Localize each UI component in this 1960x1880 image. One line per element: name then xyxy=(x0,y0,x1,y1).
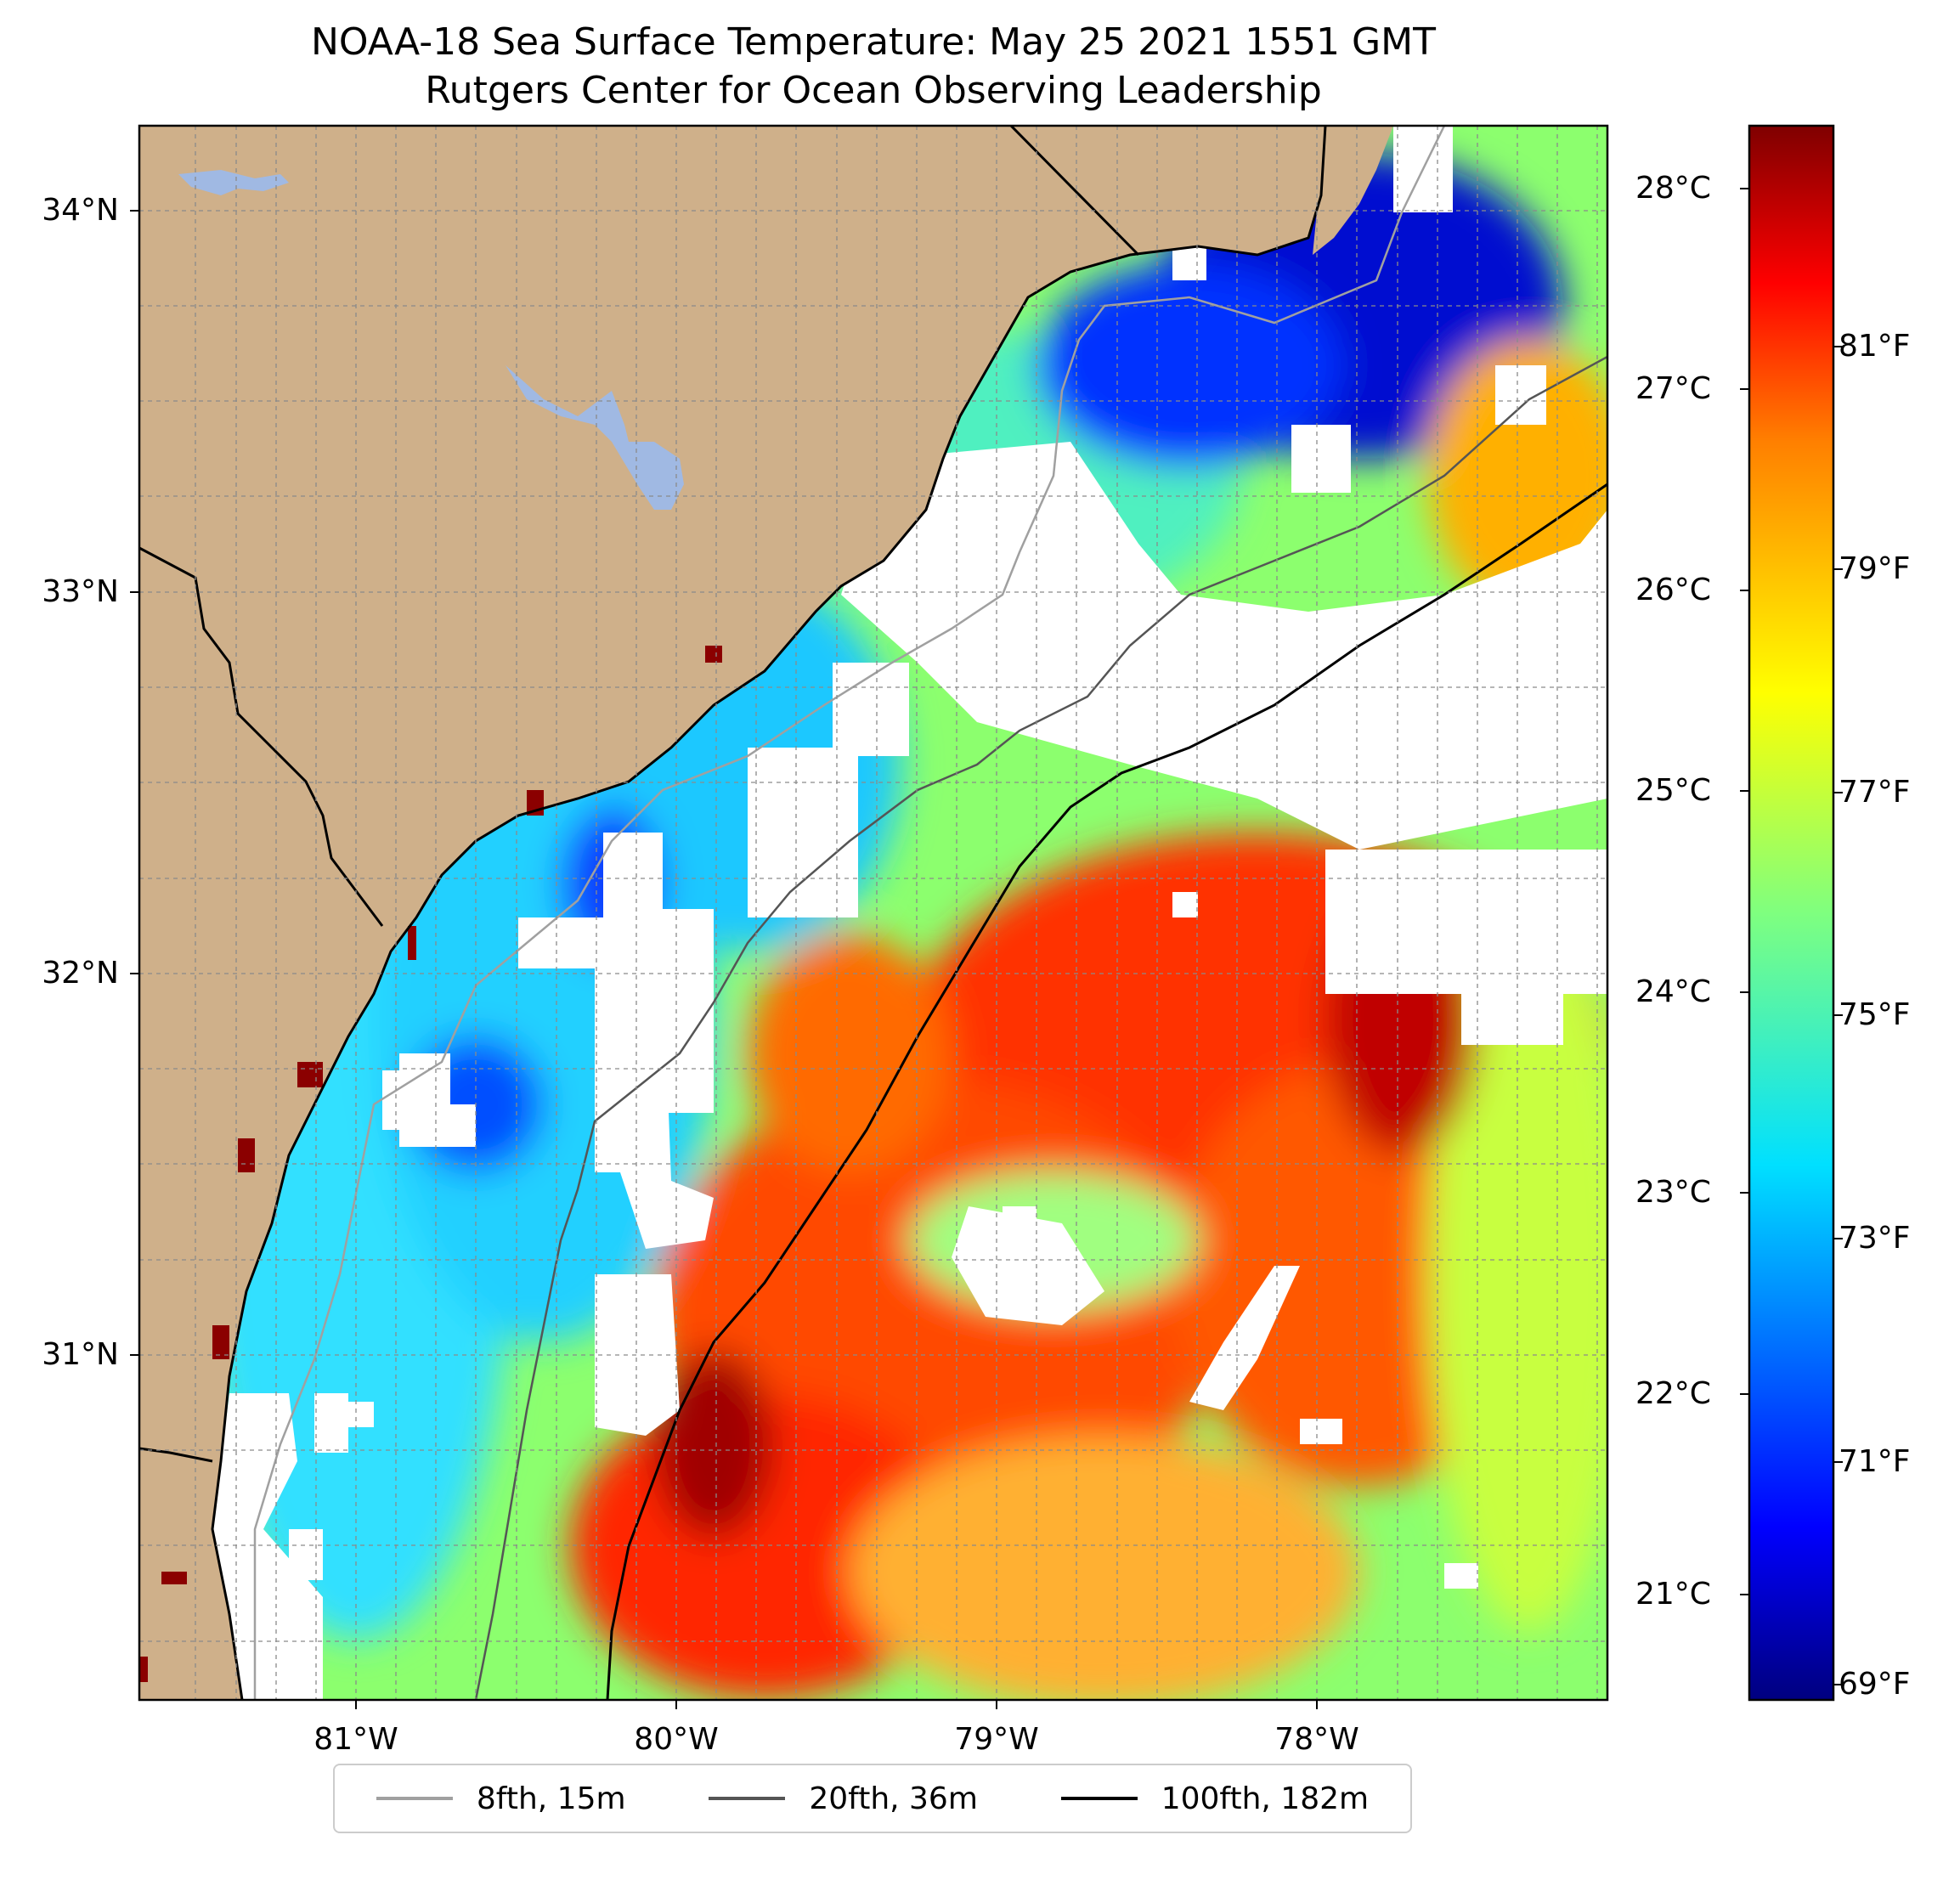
fahrenheit-label: 71°F xyxy=(1839,1444,1911,1479)
fahrenheit-label: 73°F xyxy=(1839,1221,1911,1256)
legend-label: 20fth, 36m xyxy=(809,1781,978,1816)
isobath-20fth xyxy=(474,355,1607,1700)
land-mass-ne xyxy=(1313,126,1393,255)
celsius-label: 24°C xyxy=(1635,974,1711,1009)
isobath-100fth xyxy=(606,483,1607,1700)
coastline xyxy=(211,126,1327,1700)
isobath-legend: 8fth, 15m 20fth, 36m 100fth, 182m xyxy=(333,1764,1412,1833)
lat-label-31: 31°N xyxy=(42,1337,119,1372)
lon-label-78: 78°W xyxy=(1274,1722,1359,1757)
fahrenheit-label: 77°F xyxy=(1839,775,1911,810)
celsius-label: 22°C xyxy=(1635,1376,1711,1411)
celsius-label: 26°C xyxy=(1635,573,1711,607)
celsius-label: 25°C xyxy=(1635,773,1711,808)
map-title: NOAA-18 Sea Surface Temperature: May 25 … xyxy=(311,20,1436,64)
legend-swatch-100fth xyxy=(1060,1797,1138,1800)
map-subtitle: Rutgers Center for Ocean Observing Leade… xyxy=(425,69,1322,112)
lakes xyxy=(178,170,684,510)
legend-swatch-20fth xyxy=(709,1797,786,1800)
lon-label-80: 80°W xyxy=(634,1722,719,1757)
lon-label-81: 81°W xyxy=(313,1722,398,1757)
legend-label: 100fth, 182m xyxy=(1161,1781,1370,1816)
coastal-warm-pixels xyxy=(139,646,722,1682)
colorbar-ticks xyxy=(1740,188,1843,1685)
lon-label-79: 79°W xyxy=(954,1722,1039,1757)
fahrenheit-label: 81°F xyxy=(1839,329,1911,364)
lat-label-34: 34°N xyxy=(42,193,119,228)
colorbar xyxy=(1748,124,1835,1702)
lat-label-32: 32°N xyxy=(42,956,119,991)
axis-ticks xyxy=(130,210,1318,1709)
map-frame xyxy=(138,124,1609,1702)
legend-item-20fth: 20fth, 36m xyxy=(709,1781,978,1816)
lat-label-33: 33°N xyxy=(42,574,119,609)
legend-swatch-8fth xyxy=(376,1797,453,1800)
isobath-8fth xyxy=(253,126,1446,1700)
fahrenheit-label: 75°F xyxy=(1839,997,1911,1032)
legend-item-100fth: 100fth, 182m xyxy=(1060,1781,1370,1816)
fahrenheit-label: 79°F xyxy=(1839,551,1911,586)
fahrenheit-label: 69°F xyxy=(1839,1667,1911,1702)
celsius-label: 28°C xyxy=(1635,171,1711,206)
legend-item-8fth: 8fth, 15m xyxy=(376,1781,626,1816)
gridlines xyxy=(139,126,1607,1700)
legend-label: 8fth, 15m xyxy=(476,1781,626,1816)
celsius-label: 21°C xyxy=(1635,1577,1711,1612)
celsius-label: 27°C xyxy=(1635,371,1711,406)
celsius-label: 23°C xyxy=(1635,1175,1711,1210)
